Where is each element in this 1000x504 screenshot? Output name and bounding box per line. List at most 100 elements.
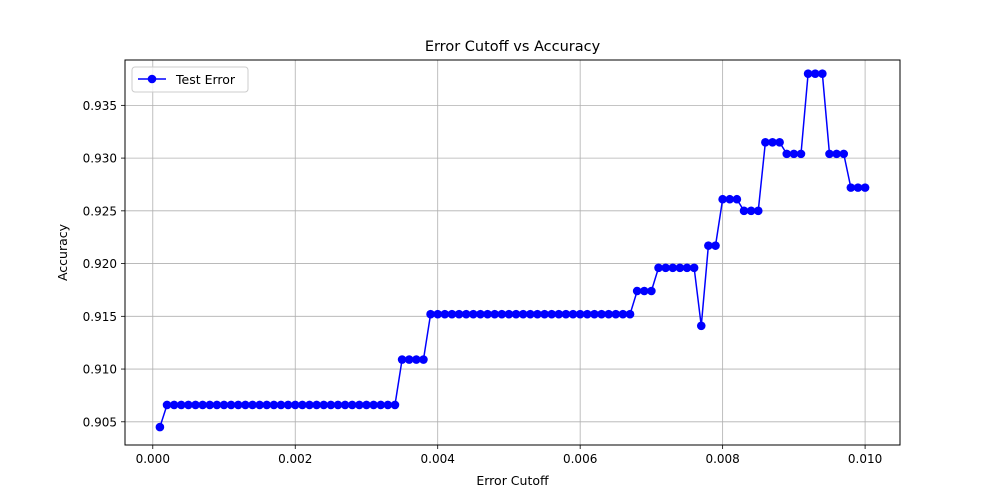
- data-point: [490, 309, 499, 319]
- data-point: [276, 400, 286, 410]
- data-point: [326, 400, 336, 410]
- data-point: [739, 206, 749, 216]
- data-point: [290, 400, 300, 410]
- data-point: [832, 149, 841, 159]
- data-point: [191, 400, 200, 410]
- data-point: [298, 400, 307, 410]
- data-point: [540, 309, 549, 319]
- data-point: [682, 263, 692, 273]
- data-point: [568, 309, 578, 319]
- data-point: [604, 309, 613, 319]
- y-tick-label: 0.925: [83, 204, 117, 218]
- data-point: [319, 400, 329, 410]
- data-point: [511, 309, 521, 319]
- data-point: [732, 194, 742, 204]
- data-point: [404, 355, 414, 364]
- data-point: [647, 286, 656, 296]
- data-point: [184, 400, 193, 410]
- data-point: [426, 309, 435, 319]
- data-point: [704, 241, 713, 250]
- data-point: [461, 309, 471, 319]
- data-point: [476, 309, 485, 319]
- data-point: [518, 309, 528, 319]
- y-axis-label: Accuracy: [55, 223, 70, 281]
- data-point: [169, 400, 179, 410]
- data-point: [176, 400, 186, 410]
- data-point: [454, 309, 464, 319]
- x-tick-label: 0.000: [136, 452, 170, 466]
- data-point: [689, 263, 699, 273]
- data-point: [162, 400, 172, 410]
- data-point: [362, 400, 371, 410]
- data-point: [383, 400, 393, 410]
- axis-ticks: 0.000 0.002 0.004 0.006 0.008 0.010 0.905 0.910…: [83, 99, 883, 466]
- data-point: [376, 400, 386, 410]
- data-point: [369, 400, 378, 410]
- data-point: [768, 137, 777, 147]
- data-point: [504, 309, 514, 319]
- data-point: [219, 400, 229, 410]
- data-point: [718, 194, 727, 204]
- data-point: [205, 400, 215, 410]
- data-point: [198, 400, 207, 410]
- data-point: [340, 400, 350, 410]
- data-point: [746, 206, 756, 216]
- data-point: [447, 309, 457, 319]
- data-point: [597, 309, 606, 319]
- y-tick-label: 0.935: [83, 99, 117, 113]
- data-point: [440, 309, 450, 319]
- data-point: [796, 149, 806, 159]
- data-point: [575, 309, 585, 319]
- data-point: [803, 69, 813, 79]
- grid: [125, 60, 900, 445]
- data-point: [155, 422, 165, 432]
- data-point: [355, 400, 364, 410]
- data-point: [725, 194, 735, 204]
- data-point: [333, 400, 343, 410]
- data-point: [469, 309, 478, 319]
- data-point: [761, 137, 770, 147]
- data-point: [526, 309, 535, 319]
- series-layer: [155, 69, 870, 432]
- data-point: [860, 183, 870, 192]
- data-point: [590, 309, 599, 319]
- data-point: [696, 321, 706, 331]
- data-point: [561, 309, 571, 319]
- legend: Test Error: [131, 66, 249, 93]
- data-point: [269, 400, 279, 410]
- data-point: [412, 355, 421, 364]
- data-point: [497, 309, 507, 319]
- data-point: [639, 286, 649, 296]
- data-point: [582, 309, 592, 319]
- data-point: [632, 286, 642, 296]
- x-tick-label: 0.006: [563, 452, 597, 466]
- y-tick-label: 0.920: [83, 257, 117, 271]
- legend-box: [131, 66, 249, 93]
- data-point: [554, 309, 564, 319]
- data-point: [419, 355, 428, 364]
- data-point: [233, 400, 243, 410]
- data-point: [668, 263, 678, 273]
- data-point: [397, 355, 407, 364]
- data-point: [433, 309, 443, 319]
- data-point: [283, 400, 293, 410]
- data-point: [825, 149, 834, 159]
- data-point: [262, 400, 272, 410]
- chart-title: Error Cutoff vs Accuracy: [425, 39, 601, 55]
- legend-label: Test Error: [175, 72, 236, 87]
- y-tick-label: 0.915: [83, 310, 117, 324]
- legend-marker-swatch: [147, 74, 157, 84]
- y-tick-label: 0.910: [83, 363, 117, 377]
- data-point: [611, 309, 621, 319]
- data-point: [839, 149, 849, 159]
- data-point: [789, 149, 799, 159]
- data-point: [483, 309, 492, 319]
- x-tick-label: 0.002: [278, 452, 312, 466]
- data-point: [782, 149, 792, 159]
- data-point: [675, 263, 685, 273]
- data-point: [775, 137, 784, 147]
- x-tick-label: 0.004: [421, 452, 455, 466]
- data-point: [547, 309, 556, 319]
- data-point: [846, 183, 856, 192]
